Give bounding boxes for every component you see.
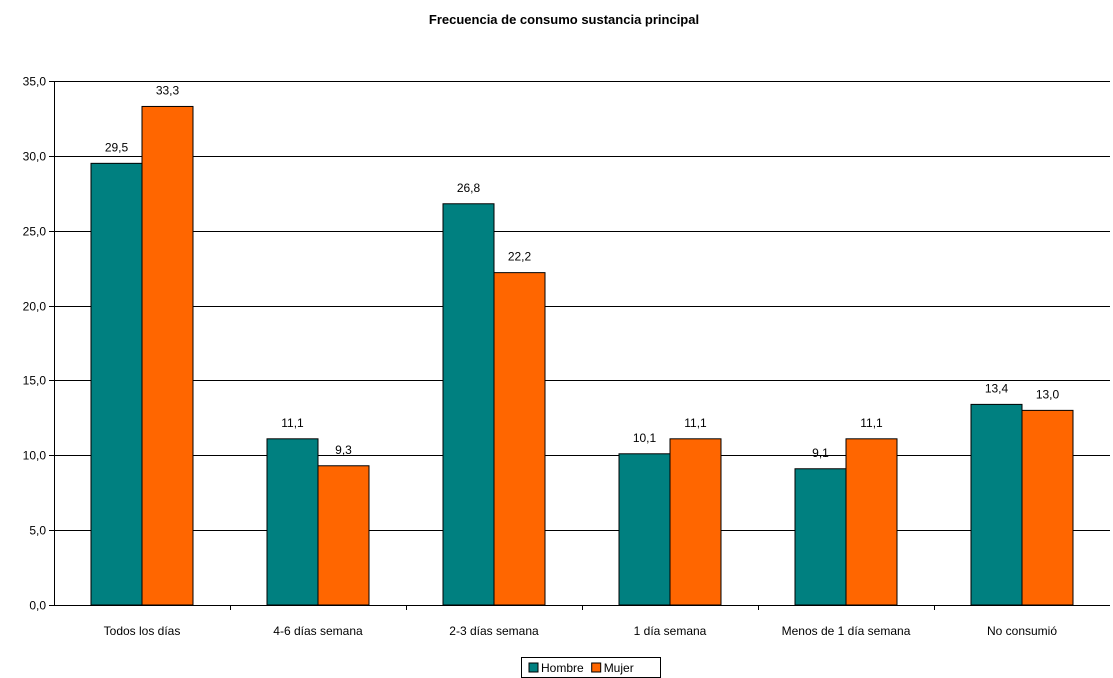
legend-swatch-hombre [528,662,539,673]
bar-hombre [618,453,671,606]
legend-label: Mujer [604,661,634,675]
data-label: 29,5 [105,140,129,154]
bars [90,105,1074,606]
bar-mujer [317,465,370,606]
y-tick-label: 0,0 [29,599,46,613]
y-axis: 0,0 5,0 10,0 15,0 20,0 25,0 30,0 35,0 [23,75,55,613]
x-tick-label: Todos los días [104,624,181,638]
bar-mujer [493,272,546,606]
y-tick-label: 25,0 [23,225,47,239]
bar-mujer [845,438,898,606]
data-label: 11,1 [281,416,304,430]
data-label: 26,8 [457,181,481,195]
y-tick-label: 15,0 [23,374,47,388]
bar-hombre [90,162,143,606]
y-tick-label: 5,0 [29,524,46,538]
legend-swatch-mujer [591,662,602,673]
bar-hombre [266,438,319,606]
bar-hombre [794,468,847,606]
x-tick-label: 4-6 días semana [273,624,363,638]
data-label: 13,4 [985,381,1009,395]
chart-title: Frecuencia de consumo sustancia principa… [429,12,699,27]
data-label: 22,2 [508,250,532,264]
bar-mujer [1021,409,1074,606]
data-label: 10,1 [633,431,657,445]
y-tick-label: 20,0 [23,300,47,314]
y-tick-label: 30,0 [23,150,47,164]
data-label: 13,0 [1036,387,1060,401]
x-tick-label: 1 día semana [634,624,707,638]
x-axis: Todos los días 4-6 días semana 2-3 días se… [54,605,1110,638]
data-label: 33,3 [156,83,180,97]
bar-hombre [442,203,495,606]
legend-label: Hombre [541,661,584,675]
data-label: 11,1 [684,416,707,430]
data-label: 11,1 [860,416,883,430]
data-labels: 29,5 11,1 26,8 10,1 9,1 13,4 33,3 9,3 22,2 11,1 11… [105,83,1060,459]
bar-hombre [970,403,1023,606]
grid-lines [54,81,1110,531]
x-tick-label: No consumió [987,624,1057,638]
x-tick-label: 2-3 días semana [449,624,539,638]
data-label: 9,3 [335,443,352,457]
bar-mujer [141,105,194,606]
data-label: 9,1 [812,446,829,460]
legend: Hombre Mujer [521,657,661,678]
y-tick-label: 35,0 [23,75,47,89]
y-tick-label: 10,0 [23,449,47,463]
x-tick-label: Menos de 1 día semana [782,624,911,638]
bar-mujer [669,438,722,606]
